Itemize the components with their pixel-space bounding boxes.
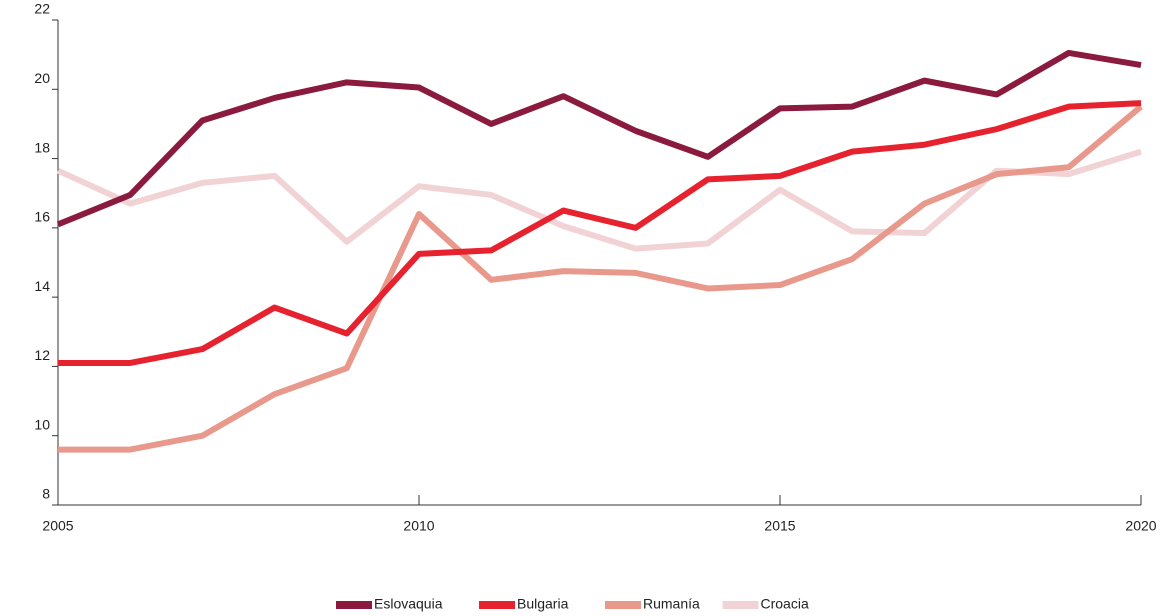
legend-label: Croacia <box>761 596 809 612</box>
y-tick-label: 20 <box>34 70 50 86</box>
y-tick-label: 12 <box>34 347 50 363</box>
legend-label: Bulgaria <box>517 596 569 612</box>
y-tick-label: 14 <box>34 278 50 294</box>
y-tick-label: 8 <box>42 486 50 502</box>
x-tick-label: 2010 <box>403 518 434 534</box>
legend-swatch <box>479 601 515 609</box>
y-tick-label: 22 <box>34 1 50 17</box>
y-tick-label: 18 <box>34 139 50 155</box>
y-tick-label: 16 <box>34 209 50 225</box>
legend-swatch <box>605 601 641 609</box>
x-tick-label: 2005 <box>42 518 73 534</box>
x-tick-label: 2015 <box>764 518 795 534</box>
y-tick-label: 10 <box>34 416 50 432</box>
series-line <box>58 100 1142 366</box>
series-line <box>56 148 1142 252</box>
legend-swatch <box>336 601 372 609</box>
series-line <box>58 104 1143 453</box>
series-line <box>56 49 1142 228</box>
legend-swatch <box>722 601 759 609</box>
legend-label: Rumanía <box>643 596 700 612</box>
x-tick-label: 2020 <box>1125 518 1156 534</box>
legend-label: Eslovaquia <box>374 596 443 612</box>
